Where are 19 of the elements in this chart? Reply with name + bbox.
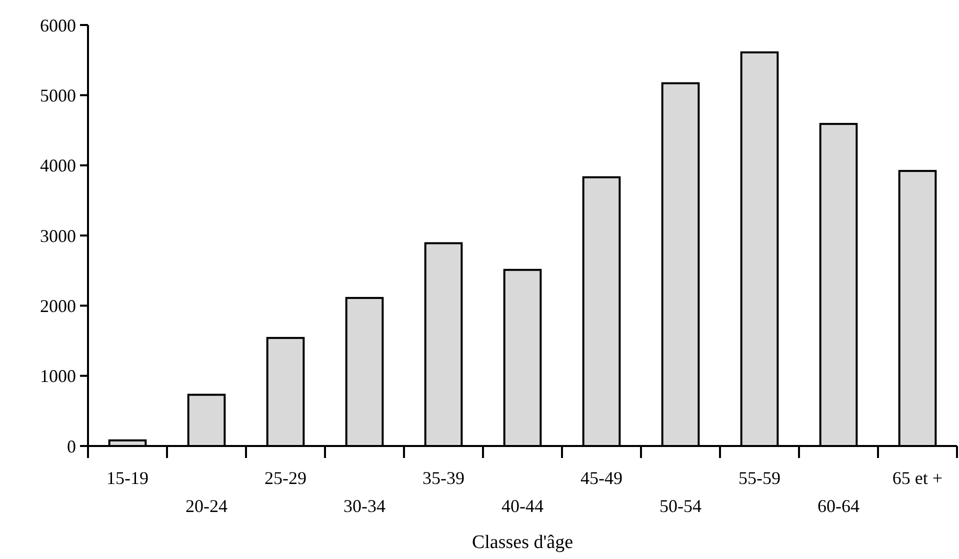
y-tick-label: 0 bbox=[67, 436, 76, 456]
x-tick-label: 50-54 bbox=[660, 496, 702, 516]
y-tick-label: 3000 bbox=[40, 226, 76, 246]
x-tick-label: 55-59 bbox=[738, 468, 780, 488]
x-tick-label: 30-34 bbox=[344, 496, 386, 516]
x-tick-label: 35-39 bbox=[422, 468, 464, 488]
x-tick-label: 65 et + bbox=[892, 468, 943, 488]
x-tick-label: 25-29 bbox=[264, 468, 306, 488]
x-tick-label: 45-49 bbox=[580, 468, 622, 488]
y-tick-label: 1000 bbox=[40, 366, 76, 386]
x-tick-label: 15-19 bbox=[106, 468, 148, 488]
x-tick-label: 60-64 bbox=[818, 496, 860, 516]
y-tick-label: 5000 bbox=[40, 85, 76, 106]
y-tick-label: 6000 bbox=[40, 15, 76, 36]
y-tick-label: 4000 bbox=[40, 156, 76, 176]
x-tick-label: 40-44 bbox=[502, 496, 544, 516]
y-tick-label: 2000 bbox=[40, 296, 76, 316]
x-axis-title: Classes d'âge bbox=[472, 532, 574, 553]
x-tick-label: 20-24 bbox=[186, 496, 228, 516]
